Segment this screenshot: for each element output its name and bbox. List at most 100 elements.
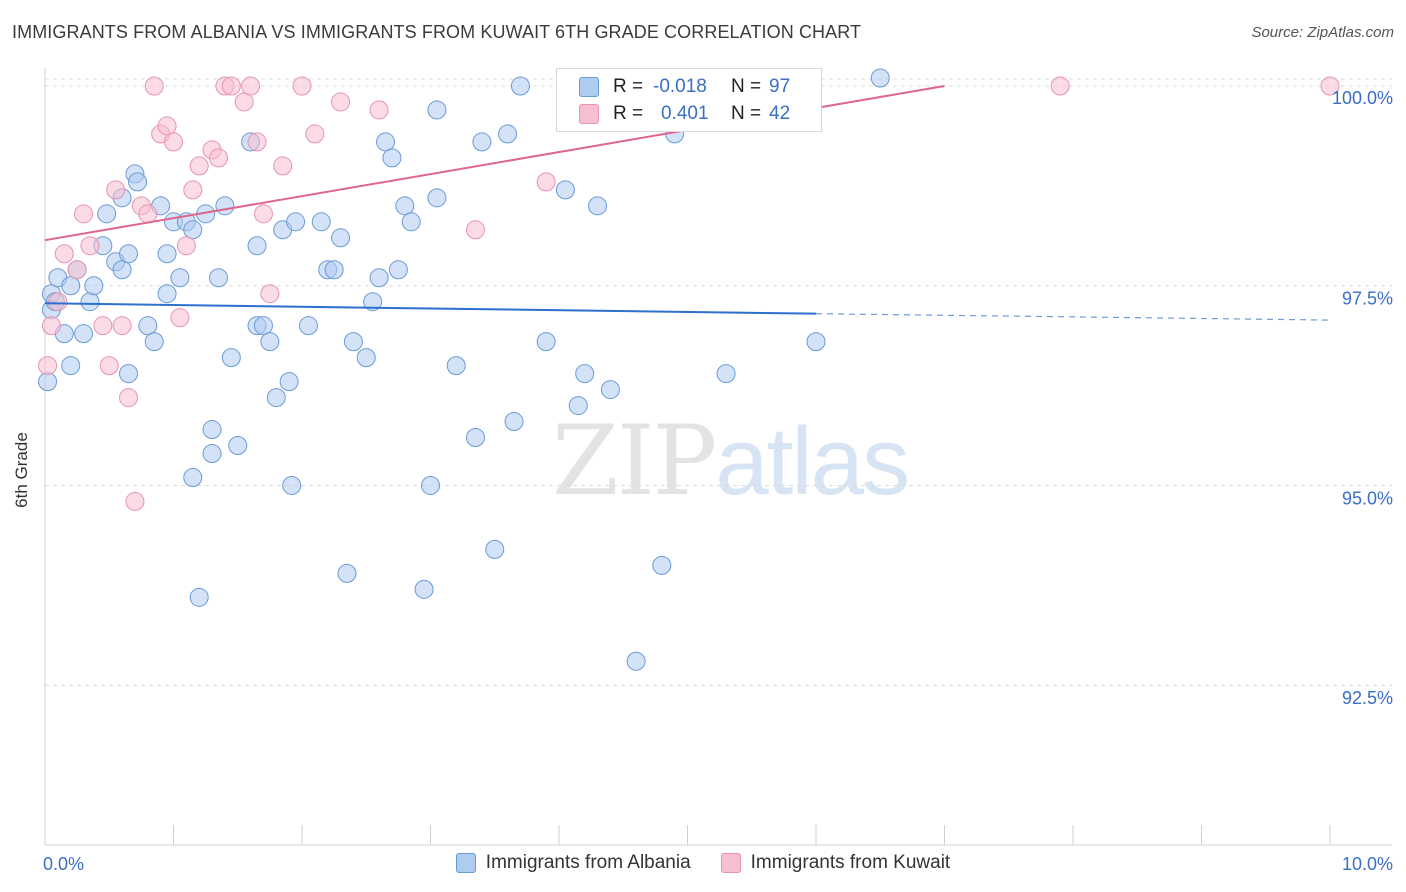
albania-trend-line (44, 302, 817, 315)
kuwait-point (99, 356, 119, 376)
albania-point (119, 364, 139, 384)
kuwait-point (234, 92, 254, 112)
albania-point (61, 276, 81, 296)
albania-point (84, 276, 104, 296)
y-tick-label: 100.0% (1332, 88, 1393, 108)
r-label: R = (613, 103, 644, 124)
albania-point (337, 563, 357, 583)
albania-n-value: 97 (769, 76, 791, 97)
albania-point (568, 396, 588, 416)
albania-point (427, 188, 447, 208)
kuwait-point (38, 356, 58, 376)
kuwait-point (260, 284, 280, 304)
albania-point (119, 244, 139, 264)
kuwait-point (54, 244, 74, 264)
albania-point (228, 436, 248, 456)
albania-point (588, 196, 608, 216)
y-tick-label: 97.5% (1342, 289, 1393, 309)
albania-point (189, 587, 209, 607)
albania-point (157, 244, 177, 264)
kuwait-point (221, 76, 241, 96)
albania-point (395, 196, 415, 216)
albania-point (247, 236, 267, 256)
kuwait-point (247, 132, 267, 152)
albania-point (183, 467, 203, 487)
albania-point (112, 260, 132, 280)
kuwait-point (67, 260, 87, 280)
albania-point (498, 124, 518, 144)
watermark-atlas: atlas (715, 408, 910, 515)
albania-point (369, 268, 389, 288)
albania-point (414, 579, 434, 599)
albania-point (170, 268, 190, 288)
kuwait-point (189, 156, 209, 176)
albania-point (144, 332, 164, 352)
axes (44, 68, 1392, 846)
albania-point (427, 100, 447, 120)
source-label: Source: ZipAtlas.com (1251, 24, 1394, 41)
kuwait-point (106, 180, 126, 200)
albania-point (575, 364, 595, 384)
kuwait-point (144, 76, 164, 96)
y-tick-label: 95.0% (1342, 488, 1393, 508)
kuwait-n-value: 42 (769, 103, 791, 124)
kuwait-legend-label: Immigrants from Kuwait (750, 852, 951, 873)
kuwait-point (170, 308, 190, 328)
x-tick-label: 0.0% (43, 854, 84, 874)
albania-point (80, 292, 100, 312)
kuwait-point (292, 76, 312, 96)
legend-row-kuwait: R = 0.401 N = 42 (579, 102, 790, 126)
albania-point (157, 284, 177, 304)
albania-point (311, 212, 331, 232)
albania-swatch (579, 77, 599, 97)
kuwait-point (164, 132, 183, 152)
albania-point (282, 475, 302, 495)
kuwait-point (536, 172, 556, 192)
kuwait-point (41, 316, 61, 336)
albania-point (202, 420, 222, 440)
albania-point (600, 380, 620, 400)
albania-point (356, 348, 376, 368)
albania-point (324, 260, 344, 280)
watermark: ZIPatlas (552, 405, 910, 517)
kuwait-point (1320, 76, 1340, 96)
kuwait-point (157, 116, 177, 136)
albania-legend-swatch (455, 853, 476, 873)
albania-point (510, 76, 530, 96)
albania-point (626, 651, 646, 671)
albania-point (266, 388, 286, 408)
albania-point (485, 539, 505, 559)
albania-point (555, 180, 575, 200)
x-tick-label: 10.0% (1342, 854, 1393, 874)
albania-point (331, 228, 351, 248)
legend-item-kuwait[interactable]: Immigrants from Kuwait (720, 852, 951, 874)
albania-point (376, 132, 396, 152)
albania-point (286, 212, 306, 232)
kuwait-point (305, 124, 325, 144)
albania-point (382, 148, 402, 168)
albania-point (253, 316, 273, 336)
albania-point (806, 332, 826, 352)
kuwait-r-value: 0.401 (661, 103, 709, 124)
albania-point (221, 348, 241, 368)
series-legend: Immigrants from Albania Immigrants from … (0, 852, 1406, 874)
albania-point (260, 332, 280, 352)
kuwait-legend-swatch (720, 853, 741, 873)
albania-point (401, 212, 421, 232)
kuwait-point (241, 76, 261, 96)
albania-point (504, 412, 524, 432)
albania-point (472, 132, 492, 152)
albania-point (388, 260, 408, 280)
series-kuwait (38, 76, 1340, 511)
kuwait-point (93, 316, 113, 336)
albania-point (97, 204, 117, 224)
albania-point (279, 372, 299, 392)
legend-item-albania[interactable]: Immigrants from Albania (455, 852, 691, 874)
albania-point (61, 356, 81, 376)
kuwait-point (74, 204, 94, 224)
kuwait-point (208, 148, 228, 168)
albania-point (202, 444, 222, 464)
kuwait-point (48, 292, 68, 312)
albania-point (38, 372, 58, 392)
